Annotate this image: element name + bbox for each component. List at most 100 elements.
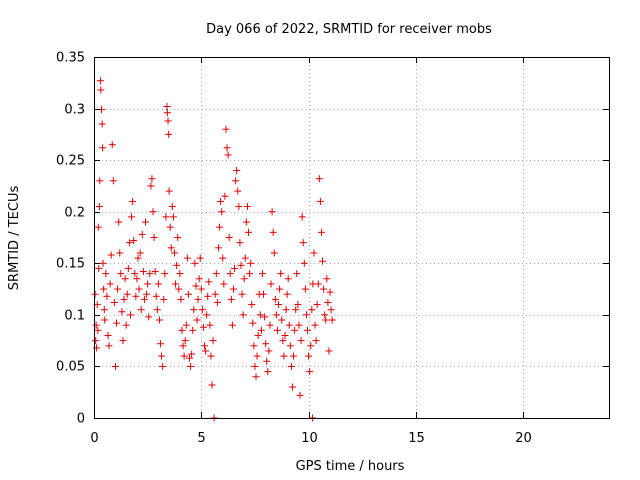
data-point	[119, 337, 127, 345]
data-point	[201, 342, 209, 350]
data-point	[99, 144, 107, 152]
data-point	[182, 321, 190, 329]
data-point	[263, 357, 271, 365]
data-point	[267, 280, 275, 288]
data-point	[94, 326, 102, 334]
data-point	[308, 306, 316, 314]
data-point	[131, 270, 139, 278]
data-point	[95, 264, 103, 272]
data-point	[304, 326, 312, 334]
data-point	[166, 223, 174, 231]
data-point	[145, 313, 153, 321]
data-point	[114, 285, 122, 293]
data-point	[227, 295, 235, 303]
data-point	[153, 306, 161, 314]
data-point	[107, 251, 115, 259]
data-point	[194, 295, 202, 303]
data-point	[199, 323, 207, 331]
data-point	[103, 292, 111, 300]
data-point	[146, 270, 154, 278]
data-point	[281, 331, 289, 339]
data-point	[268, 208, 276, 216]
data-point	[232, 177, 240, 185]
data-point	[104, 331, 112, 339]
data-point	[99, 259, 107, 267]
data-point	[326, 288, 334, 296]
data-point	[226, 270, 234, 278]
data-point	[187, 362, 195, 370]
data-point	[280, 352, 288, 360]
data-point	[160, 295, 168, 303]
data-point	[158, 352, 166, 360]
data-point	[322, 316, 330, 324]
data-point	[301, 285, 309, 293]
y-tick-label: 0.1	[64, 309, 85, 324]
data-point	[225, 234, 233, 241]
data-point	[295, 321, 303, 329]
data-point	[271, 295, 279, 303]
data-point	[133, 275, 141, 283]
data-point	[154, 280, 162, 288]
data-point	[235, 203, 243, 211]
data-point	[300, 259, 308, 267]
data-point	[302, 311, 310, 319]
data-point	[122, 321, 130, 329]
y-tick-label: 0	[77, 412, 85, 427]
data-point	[110, 298, 118, 306]
data-point	[243, 203, 251, 211]
data-point	[185, 354, 193, 362]
data-point	[95, 203, 103, 211]
data-point	[258, 270, 266, 278]
data-point	[219, 254, 227, 262]
data-point	[325, 347, 333, 355]
data-point	[91, 290, 99, 298]
data-point	[293, 270, 301, 278]
data-point	[311, 321, 319, 329]
data-point	[273, 326, 281, 334]
data-point	[193, 316, 201, 324]
data-point	[195, 275, 203, 283]
data-point	[205, 278, 213, 286]
data-point	[272, 311, 280, 319]
data-point	[173, 261, 181, 269]
x-axis-label: GPS time / hours	[296, 459, 405, 474]
data-point	[165, 130, 173, 138]
y-tick-label: 0.2	[64, 206, 85, 221]
data-point	[220, 280, 228, 288]
data-point	[214, 244, 222, 252]
data-point	[234, 187, 242, 195]
data-point	[208, 381, 216, 389]
data-point	[136, 249, 144, 257]
data-point	[299, 239, 307, 247]
x-tick-label: 15	[408, 431, 425, 446]
data-point	[142, 218, 149, 226]
data-point	[138, 230, 146, 238]
y-tick-label: 0.3	[64, 103, 85, 118]
data-point	[251, 362, 259, 370]
data-point	[129, 197, 137, 205]
data-point	[170, 249, 178, 257]
data-point	[233, 166, 241, 174]
data-point	[147, 182, 155, 190]
data-point	[310, 249, 318, 257]
data-point	[175, 285, 183, 293]
data-point	[275, 301, 283, 309]
data-point	[266, 321, 274, 329]
data-point	[245, 228, 252, 236]
data-point	[116, 249, 124, 257]
data-point	[100, 285, 108, 293]
data-point	[328, 316, 336, 324]
data-point	[306, 368, 314, 376]
data-point	[217, 197, 225, 205]
data-point	[202, 347, 210, 355]
data-point	[249, 319, 257, 327]
axis-ticks: 0 0.05 0.1 0.15 0.2 0.25 0.3 0.35 0 5 10 15 20	[56, 51, 609, 446]
data-point	[284, 275, 292, 283]
data-point	[277, 270, 285, 278]
data-point	[120, 295, 128, 303]
data-point	[167, 244, 175, 252]
data-point	[323, 275, 331, 283]
data-point	[150, 234, 158, 241]
data-point	[130, 237, 138, 245]
